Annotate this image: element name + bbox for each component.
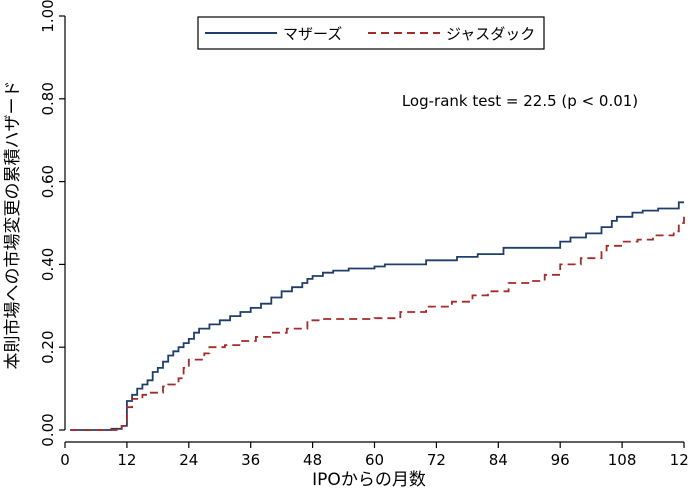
x-tick-label: 36 [241, 451, 260, 469]
x-tick-label: 108 [608, 451, 637, 469]
annotation-text: Log-rank test = 22.5 (p < 0.01) [402, 92, 638, 110]
x-tick-label: 72 [427, 451, 446, 469]
x-tick-label: 84 [489, 451, 508, 469]
x-axis-label: IPOからの月数 [312, 470, 426, 490]
y-tick-label: 0.80 [39, 82, 57, 115]
x-tick-label: 24 [179, 451, 198, 469]
x-tick-label: 96 [551, 451, 570, 469]
y-tick-label: 0.20 [39, 330, 57, 363]
y-tick-label: 0.40 [39, 248, 57, 281]
legend-label-jasdaq: ジャスダック [446, 25, 535, 43]
y-axis-label: 本則市場への市場変更の累積ハザード [3, 81, 23, 370]
series-line-mothers [70, 201, 684, 431]
x-tick-label: 60 [365, 451, 384, 469]
legend-label-mothers: マザーズ [283, 25, 342, 43]
x-tick-label: 48 [303, 451, 322, 469]
x-tick-label: 0 [60, 451, 70, 469]
y-tick-label: 0.00 [39, 413, 57, 446]
legend: マザーズ ジャスダック [197, 16, 545, 50]
y-tick-label: 0.60 [39, 165, 57, 198]
series-layer [70, 201, 685, 431]
x-tick-label: 120 [670, 451, 688, 469]
axes: 0.00 0.20 0.40 0.60 0.80 1.00 0 12 24 36 48 60 72 84 9… [39, 0, 688, 469]
y-tick-label: 1.00 [39, 0, 57, 33]
x-tick-label: 12 [117, 451, 136, 469]
series-line-jasdaq [70, 216, 685, 431]
